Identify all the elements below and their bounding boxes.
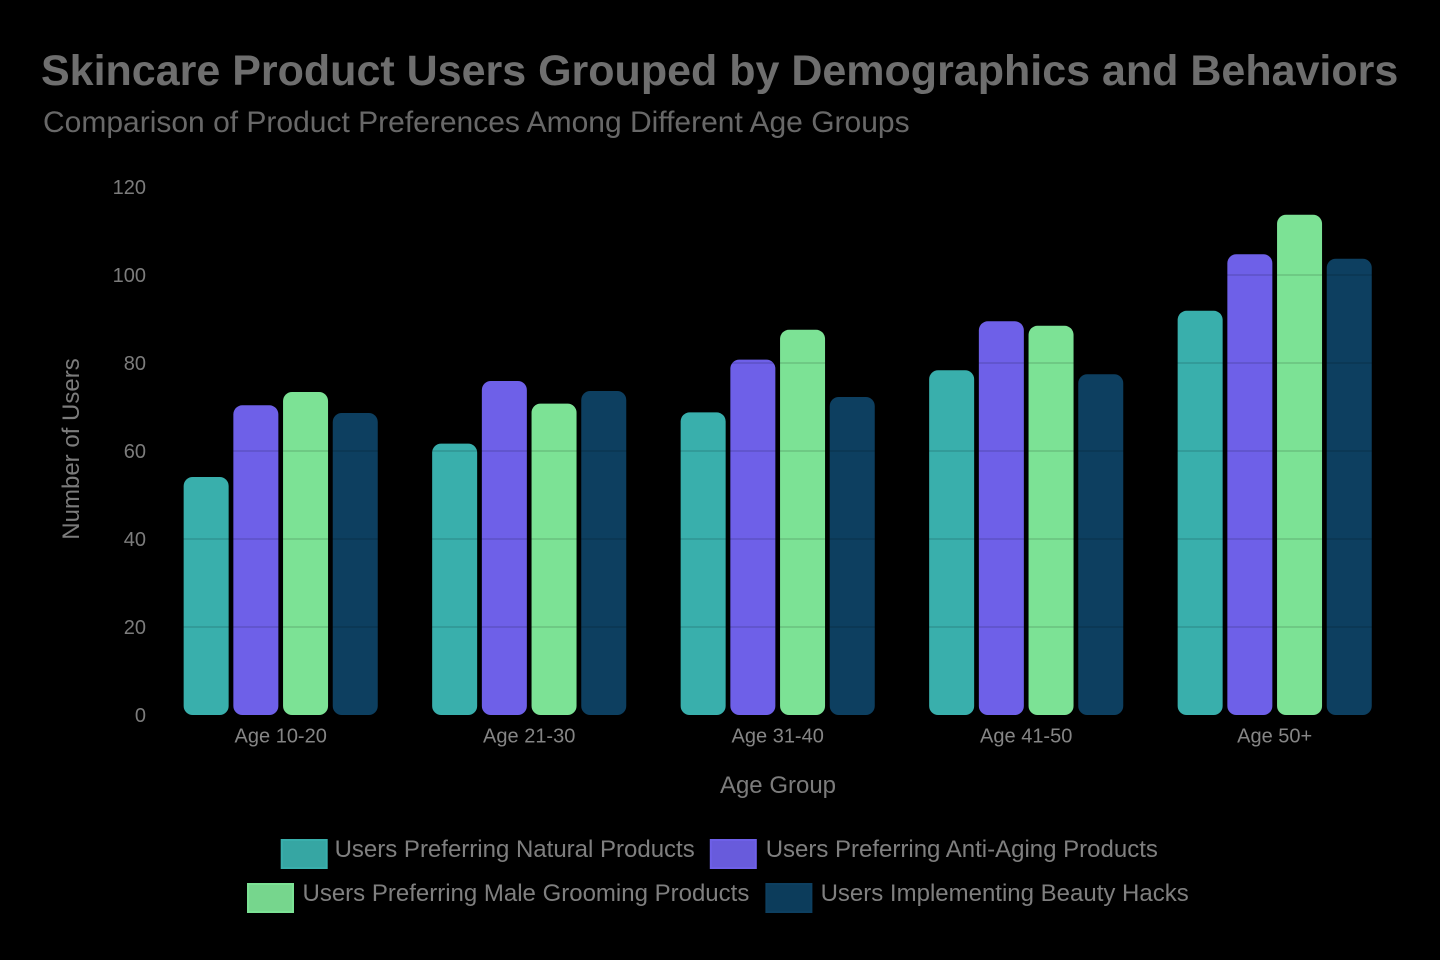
svg-text:Age 31-40: Age 31-40: [732, 726, 824, 748]
svg-text:20: 20: [124, 617, 146, 639]
svg-text:Skincare Product Users Grouped: Skincare Product Users Grouped by Demogr…: [41, 47, 1398, 95]
svg-text:60: 60: [124, 441, 146, 463]
svg-text:Age Group: Age Group: [720, 772, 836, 799]
svg-text:120: 120: [113, 177, 146, 199]
svg-text:Users Preferring Natural Produ: Users Preferring Natural Products: [335, 836, 695, 863]
svg-text:Age 41-50: Age 41-50: [980, 726, 1072, 748]
svg-text:Users Implementing Beauty Hack: Users Implementing Beauty Hacks: [821, 880, 1189, 907]
svg-text:Comparison of Product Preferen: Comparison of Product Preferences Among …: [43, 106, 910, 139]
svg-text:40: 40: [124, 529, 146, 551]
svg-text:Age 10-20: Age 10-20: [235, 726, 327, 748]
svg-text:0: 0: [135, 705, 146, 727]
svg-text:Number of Users: Number of Users: [58, 358, 85, 539]
svg-text:Age 21-30: Age 21-30: [483, 726, 575, 748]
svg-text:100: 100: [113, 265, 146, 287]
svg-text:Users Preferring Anti-Aging Pr: Users Preferring Anti-Aging Products: [766, 836, 1158, 863]
svg-text:80: 80: [124, 353, 146, 375]
svg-text:Age 50+: Age 50+: [1237, 726, 1312, 748]
svg-text:Users Preferring Male Grooming: Users Preferring Male Grooming Products: [303, 880, 750, 907]
